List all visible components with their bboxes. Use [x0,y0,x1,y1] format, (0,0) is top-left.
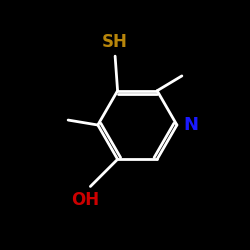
Text: SH: SH [102,33,128,51]
Text: N: N [183,116,198,134]
Text: OH: OH [72,192,100,210]
